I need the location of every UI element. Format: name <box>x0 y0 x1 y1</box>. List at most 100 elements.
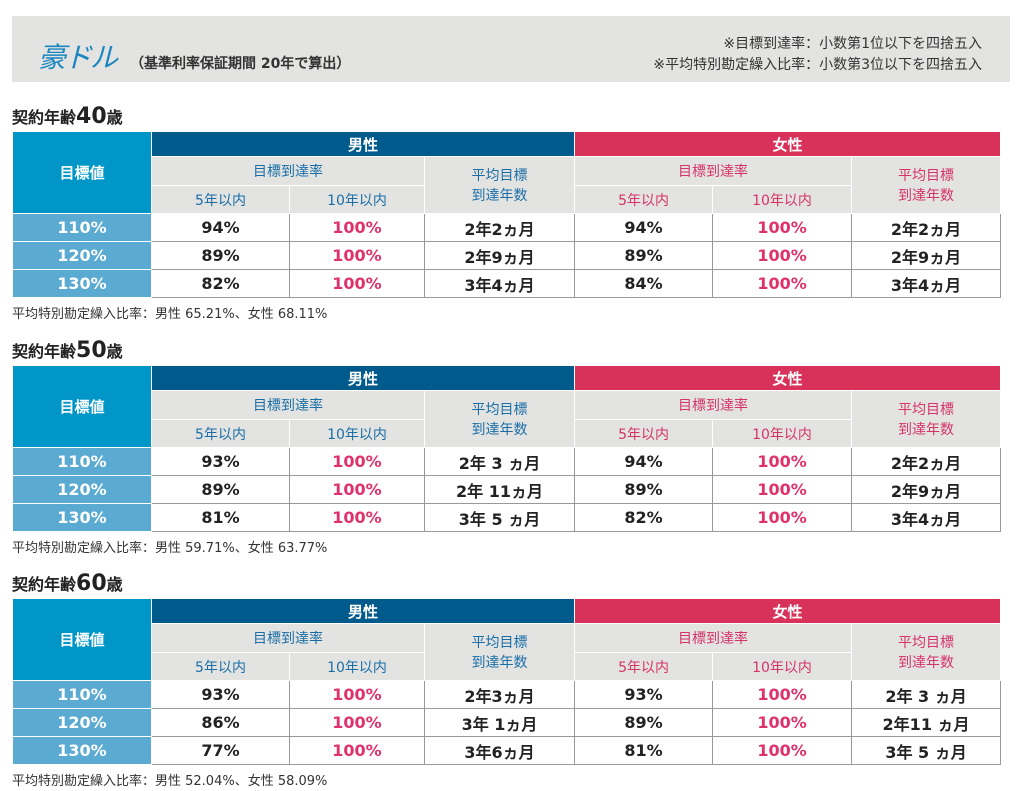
male-avg: 2年 3 ヵ月 <box>423 447 576 476</box>
female-5yr-header: 5年以内 <box>574 652 714 681</box>
target-header: 目標値 <box>12 365 152 448</box>
female-5yr: 94% <box>574 447 714 476</box>
section-title: 契約年齢50歳 <box>12 338 123 363</box>
male-5yr: 81% <box>151 503 290 532</box>
target-header: 目標値 <box>12 131 152 214</box>
target-value: 130% <box>12 736 152 765</box>
male-5yr: 82% <box>151 269 290 298</box>
header-row: 目標到達率 平均目標到達年数 目標到達率 平均目標到達年数 <box>13 390 1002 448</box>
female-header: 女性 <box>574 598 1002 624</box>
table-row: 120% 89% 100% 2年 11ヵ月 89% 100% 2年9ヵ月 <box>12 475 1002 504</box>
title-age: 40 <box>76 104 107 129</box>
female-10yr: 100% <box>712 736 853 765</box>
female-10yr: 100% <box>712 241 853 270</box>
male-5yr-header: 5年以内 <box>151 185 290 214</box>
header-banner: 豪ドル （基準利率保証期間 20年で算出） ※目標到達率：小数第1位以下を四捨五… <box>12 16 1010 82</box>
male-10yr: 100% <box>289 213 425 242</box>
target-value: 110% <box>12 213 152 242</box>
male-5yr: 77% <box>151 736 290 765</box>
male-10yr: 100% <box>289 736 425 765</box>
male-avg: 2年2ヵ月 <box>423 213 576 242</box>
female-10yr: 100% <box>712 503 853 532</box>
section-footnote: 平均特別勘定繰入比率：男性 65.21%、女性 68.11% <box>12 307 328 322</box>
female-avg-header: 平均目標到達年数 <box>851 623 1002 681</box>
male-avg-header: 平均目標到達年数 <box>423 623 576 681</box>
female-rate-header: 目標到達率 <box>574 623 853 653</box>
male-10yr-header: 10年以内 <box>289 419 425 448</box>
header-row: 5年以内 10年以内 5年以内 10年以内 <box>13 419 1001 448</box>
brand-subtitle: （基準利率保証期間 20年で算出） <box>130 56 351 72</box>
title-suffix: 歳 <box>106 342 123 361</box>
target-value: 120% <box>12 241 152 270</box>
female-header: 女性 <box>574 365 1002 391</box>
female-10yr: 100% <box>712 447 853 476</box>
male-10yr: 100% <box>289 503 425 532</box>
male-avg-header: 平均目標到達年数 <box>423 390 576 448</box>
male-header: 男性 <box>150 598 576 624</box>
header-row: 5年以内 10年以内 5年以内 10年以内 <box>13 185 1001 214</box>
male-avg: 2年3ヵ月 <box>423 680 576 709</box>
brand-title: 豪ドル <box>38 41 118 74</box>
header-row: 目標到達率 平均目標到達年数 目標到達率 平均目標到達年数 <box>13 156 1002 214</box>
male-5yr: 93% <box>151 680 290 709</box>
female-5yr: 81% <box>574 736 714 765</box>
female-avg: 2年2ヵ月 <box>851 213 1002 242</box>
title-age: 60 <box>76 571 107 596</box>
female-10yr: 100% <box>712 708 853 737</box>
header-row: 目標値 男性 女性 <box>12 365 1002 448</box>
male-10yr-header: 10年以内 <box>289 185 425 214</box>
title-prefix: 契約年齢 <box>12 342 77 361</box>
female-avg-header: 平均目標到達年数 <box>851 390 1002 448</box>
results-table: 目標値 男性 女性 目標到達率 平均目標到達年数 目標到達率 平均目標到達年数 5年以内 10年… <box>12 131 1002 298</box>
title-suffix: 歳 <box>106 108 123 127</box>
female-5yr-header: 5年以内 <box>574 419 714 448</box>
female-10yr-header: 10年以内 <box>712 652 853 681</box>
target-value: 130% <box>12 269 152 298</box>
male-10yr: 100% <box>289 475 425 504</box>
female-5yr: 89% <box>574 475 714 504</box>
male-5yr: 89% <box>151 241 290 270</box>
female-rate-header: 目標到達率 <box>574 390 853 420</box>
target-value: 130% <box>12 503 152 532</box>
table-row: 110% 94% 100% 2年2ヵ月 94% 100% 2年2ヵ月 <box>12 213 1002 242</box>
header-row: 5年以内 10年以内 5年以内 10年以内 <box>13 652 1001 681</box>
female-5yr: 84% <box>574 269 714 298</box>
male-avg-header: 平均目標到達年数 <box>423 156 576 214</box>
male-10yr: 100% <box>289 680 425 709</box>
male-avg: 3年6ヵ月 <box>423 736 576 765</box>
target-header: 目標値 <box>12 598 152 681</box>
male-5yr-header: 5年以内 <box>151 419 290 448</box>
table-row: 120% 86% 100% 3年 1ヵ月 89% 100% 2年11 ヵ月 <box>12 708 1002 737</box>
female-avg: 2年11 ヵ月 <box>851 708 1002 737</box>
female-header: 女性 <box>574 131 1002 157</box>
table-row: 130% 82% 100% 3年4ヵ月 84% 100% 3年4ヵ月 <box>12 269 1002 298</box>
female-10yr: 100% <box>712 269 853 298</box>
results-table: 目標値 男性 女性 目標到達率 平均目標到達年数 目標到達率 平均目標到達年数 5年以内 10年… <box>12 598 1002 765</box>
male-avg: 2年9ヵ月 <box>423 241 576 270</box>
header-row: 目標値 男性 女性 <box>12 131 1002 214</box>
header-row: 目標値 男性 女性 <box>12 598 1002 681</box>
female-5yr: 93% <box>574 680 714 709</box>
female-10yr: 100% <box>712 680 853 709</box>
male-avg: 2年 11ヵ月 <box>423 475 576 504</box>
target-value: 110% <box>12 680 152 709</box>
female-5yr: 94% <box>574 213 714 242</box>
section-footnote: 平均特別勘定繰入比率：男性 59.71%、女性 63.77% <box>12 541 328 556</box>
table-row: 130% 81% 100% 3年 5 ヵ月 82% 100% 3年4ヵ月 <box>12 503 1002 532</box>
male-rate-header: 目標到達率 <box>151 156 425 186</box>
female-rate-header: 目標到達率 <box>574 156 853 186</box>
target-value: 120% <box>12 475 152 504</box>
male-avg: 3年 5 ヵ月 <box>423 503 576 532</box>
male-10yr: 100% <box>289 447 425 476</box>
female-10yr-header: 10年以内 <box>712 419 853 448</box>
table-row: 130% 77% 100% 3年6ヵ月 81% 100% 3年 5 ヵ月 <box>12 736 1002 765</box>
female-avg: 2年9ヵ月 <box>851 241 1002 270</box>
female-5yr: 82% <box>574 503 714 532</box>
target-value: 110% <box>12 447 152 476</box>
male-avg: 3年4ヵ月 <box>423 269 576 298</box>
male-5yr-header: 5年以内 <box>151 652 290 681</box>
male-avg: 3年 1ヵ月 <box>423 708 576 737</box>
target-value: 120% <box>12 708 152 737</box>
male-5yr: 89% <box>151 475 290 504</box>
female-10yr-header: 10年以内 <box>712 185 853 214</box>
